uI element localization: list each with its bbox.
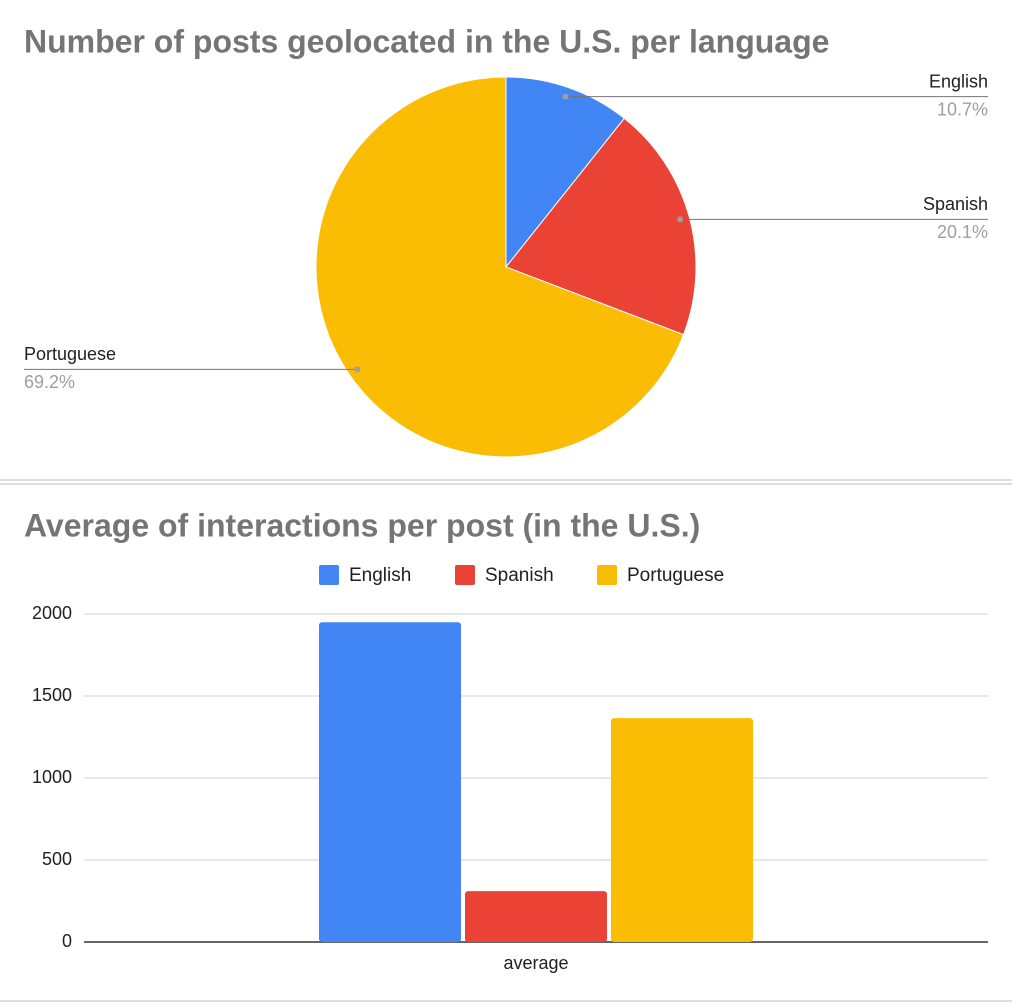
slice-label: Spanish — [923, 194, 988, 214]
chart-title: Average of interactions per post (in the… — [24, 507, 700, 543]
legend-swatch — [597, 565, 617, 585]
pie-slice — [505, 117, 697, 336]
slice-value-label: 69.2% — [24, 372, 75, 392]
legend-label: English — [349, 565, 411, 586]
slice-value-label: 20.1% — [937, 222, 988, 242]
y-tick-label: 1000 — [32, 767, 72, 787]
slice-label: English — [929, 71, 988, 91]
leader-dot — [354, 366, 361, 373]
y-tick-label: 0 — [62, 931, 72, 951]
pie-slice — [505, 76, 626, 269]
legend-label: Portuguese — [627, 565, 724, 586]
bar — [319, 622, 461, 942]
leader-dot — [677, 216, 684, 223]
y-tick-label: 2000 — [32, 603, 72, 623]
chart-title: Number of posts geolocated in the U.S. p… — [24, 23, 829, 59]
y-tick-label: 500 — [42, 849, 72, 869]
pie-slice — [315, 76, 685, 458]
legend-label: Spanish — [485, 565, 554, 586]
bar — [465, 891, 607, 942]
legend-swatch — [319, 565, 339, 585]
bar — [611, 718, 753, 942]
slice-label: Portuguese — [24, 344, 116, 364]
leader-dot — [562, 93, 569, 100]
x-tick-label: average — [503, 953, 568, 973]
legend-swatch — [455, 565, 475, 585]
y-tick-label: 1500 — [32, 685, 72, 705]
slice-value-label: 10.7% — [937, 99, 988, 119]
